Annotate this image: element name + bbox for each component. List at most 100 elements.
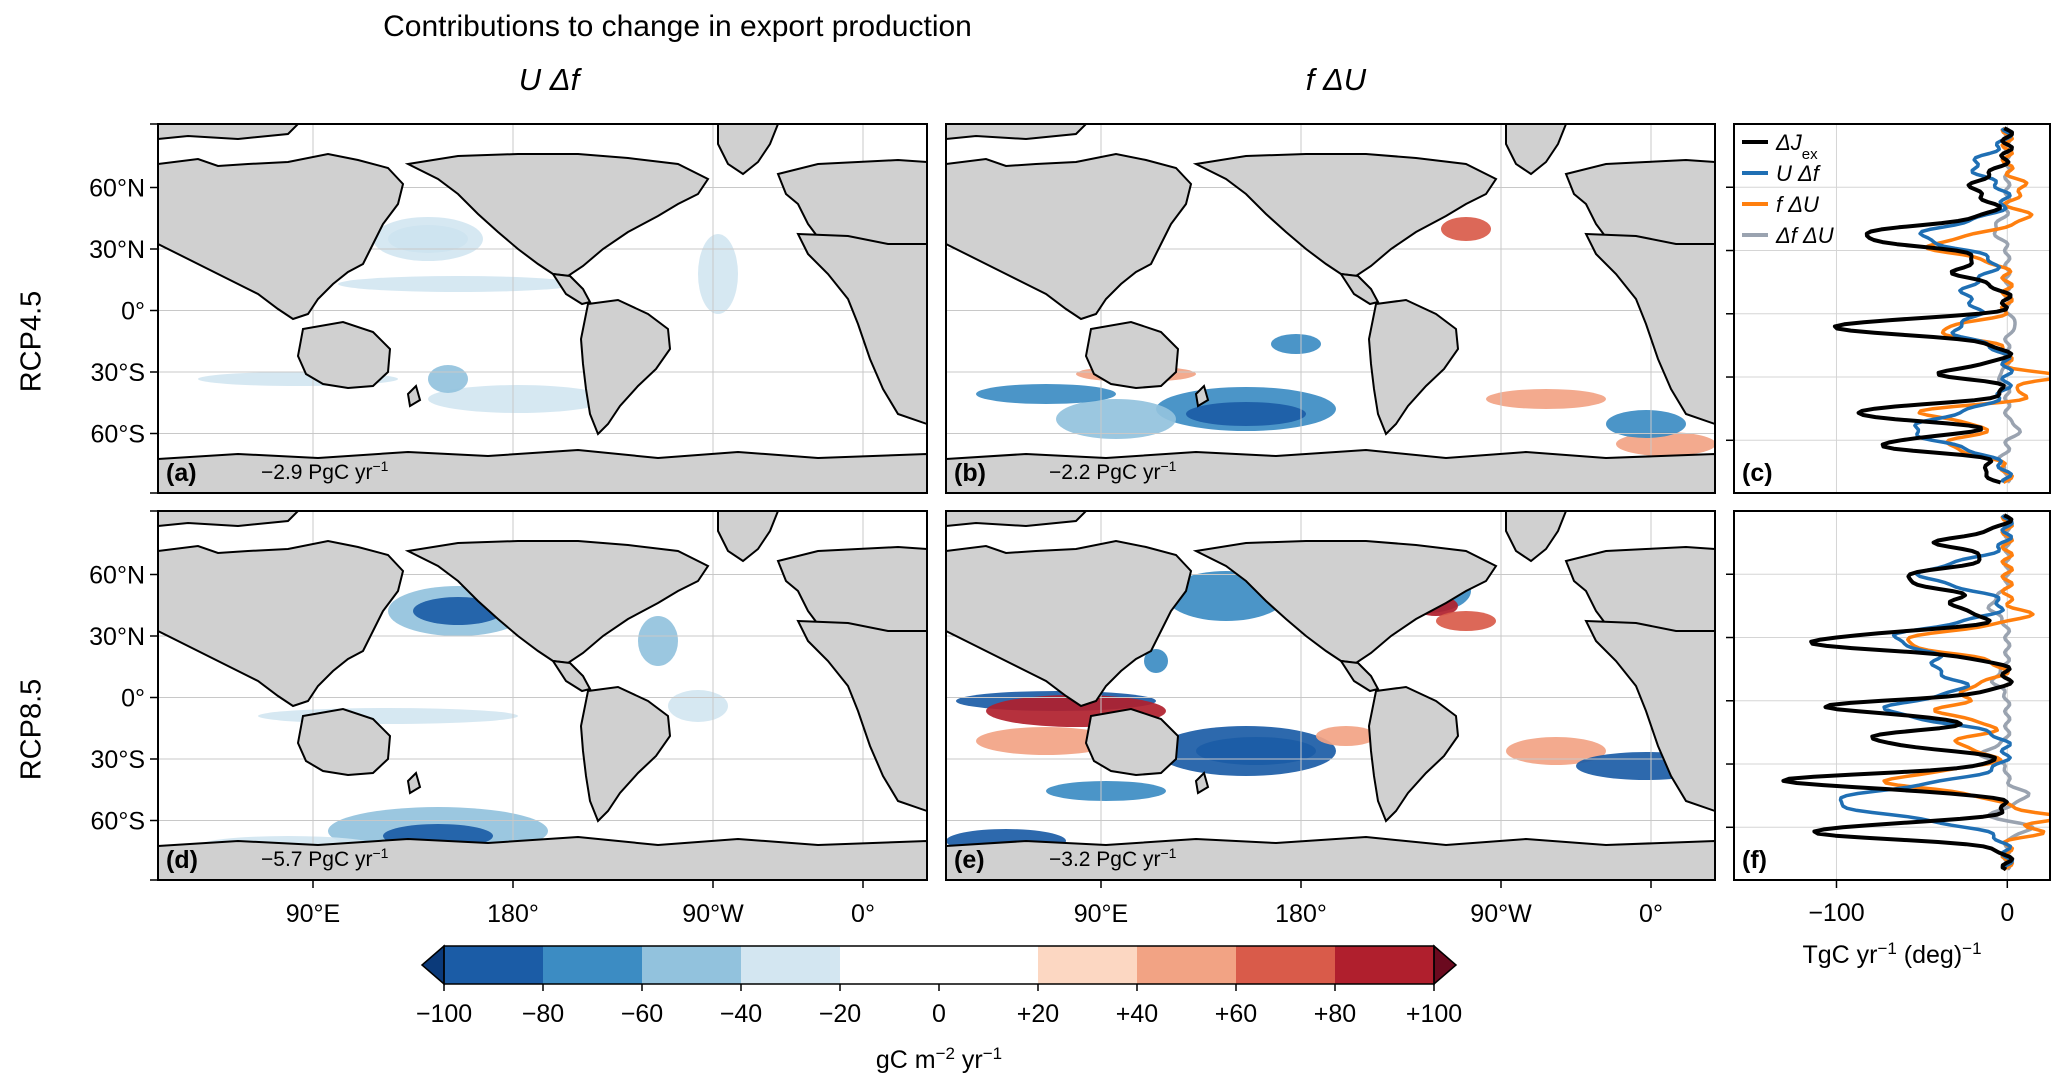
panel-label: (d) xyxy=(166,846,198,874)
lat-tick-label: 30°N xyxy=(89,623,145,651)
colorbar-over-arrow xyxy=(1433,944,1458,986)
lat-tick-label: 30°S xyxy=(91,359,145,387)
map-panel-a: (a) −2.9 PgC yr−1 xyxy=(157,123,928,494)
lat-tick-label: 60°N xyxy=(89,175,145,203)
lon-tick-label: 90°E xyxy=(1074,900,1128,928)
panel-label: (b) xyxy=(954,459,986,487)
colorbar-segment xyxy=(1038,946,1138,984)
colorbar-segment xyxy=(741,946,841,984)
colorbar-under-arrow xyxy=(420,944,445,986)
contour-patch xyxy=(1056,399,1176,439)
contour-patch xyxy=(428,365,468,393)
profile-x-axis-label: TgC yr−1 (deg)−1 xyxy=(1802,939,1981,970)
contour-patch xyxy=(1436,611,1496,631)
colorbar-segment xyxy=(939,946,1039,984)
contour-patch xyxy=(1046,781,1166,801)
series-f-delta-u xyxy=(1882,513,2050,872)
profile-lines xyxy=(1832,126,2050,485)
contour-patch xyxy=(1441,217,1491,241)
profile-background xyxy=(1734,124,2050,493)
map-panel-e: (e) −3.2 PgC yr−1 xyxy=(945,510,1716,881)
profile-frame xyxy=(1733,123,2051,494)
colorbar-tick-label: +40 xyxy=(1116,1000,1158,1028)
panel-label: (c) xyxy=(1742,459,1773,487)
panel-total: −5.7 PgC yr−1 xyxy=(261,845,389,871)
contour-patch xyxy=(976,384,1116,404)
colorbar-segment xyxy=(642,946,742,984)
contour-patch xyxy=(1144,649,1168,673)
contour-patch xyxy=(1271,334,1321,354)
lon-tick-label: 180° xyxy=(487,900,539,928)
series-delta-jex xyxy=(1781,513,2015,872)
colorbar-tick-label: +100 xyxy=(1406,1000,1462,1028)
panel-total: −2.9 PgC yr−1 xyxy=(261,458,389,484)
panel-label: (e) xyxy=(954,846,985,874)
series-u-delta-f xyxy=(1913,127,2014,483)
map-frame xyxy=(157,123,928,494)
colorbar-tick-label: +20 xyxy=(1017,1000,1059,1028)
contour-patch xyxy=(1186,402,1306,426)
colorbar-segment xyxy=(1137,946,1237,984)
map-frame xyxy=(157,510,928,881)
contour-patch xyxy=(258,708,518,724)
lat-tick-label: 60°S xyxy=(91,808,145,836)
profile-panel-f: (f) −100 0 xyxy=(1726,510,2051,927)
lon-tick-label: 90°W xyxy=(682,900,744,928)
contour-patch xyxy=(1616,432,1715,456)
lat-tick-label: 0° xyxy=(121,298,145,326)
map-frame xyxy=(945,123,1716,494)
figure-title: Contributions to change in export produc… xyxy=(383,10,972,43)
colorbar-tick-label: −100 xyxy=(416,1000,472,1028)
contour-patch xyxy=(668,690,728,722)
contour-patch xyxy=(1506,737,1606,765)
colorbar-tick-label: −20 xyxy=(819,1000,861,1028)
colorbar-segment xyxy=(840,946,940,984)
lat-tick-label: 30°N xyxy=(89,236,145,264)
profile-x-tick-label: −100 xyxy=(1808,899,1864,927)
profile-x-tick-label: 0 xyxy=(2000,899,2014,927)
colorbar-tick-label: −60 xyxy=(621,1000,663,1028)
colorbar: −100 −80 −60 −40 −20 0 +20 +40 +60 +80 +100 xyxy=(416,944,1462,1028)
legend-label: ΔJex xyxy=(1775,130,1818,163)
lon-tick-label: 90°W xyxy=(1470,900,1532,928)
contour-patch xyxy=(338,276,578,292)
legend-label: Δf ΔU xyxy=(1775,223,1834,248)
colorbar-tick-label: 0 xyxy=(932,1000,946,1028)
series-delta-jex xyxy=(1832,126,2014,485)
column-title-u-delta-f: U Δf xyxy=(518,62,580,97)
series-delta-f-delta-u xyxy=(1992,126,2022,484)
contour-patch xyxy=(373,217,483,261)
legend-label: f ΔU xyxy=(1776,192,1819,217)
colorbar-tick-label: +80 xyxy=(1314,1000,1356,1028)
lon-tick-label: 0° xyxy=(851,900,875,928)
lon-tick-label: 90°E xyxy=(286,900,340,928)
colorbar-segment xyxy=(1236,946,1336,984)
contour-patch xyxy=(1316,726,1376,746)
panel-total: −3.2 PgC yr−1 xyxy=(1049,845,1177,871)
contour-patch xyxy=(1486,389,1606,409)
map-panel-d: (d) −5.7 PgC yr−1 xyxy=(157,510,928,881)
colorbar-tick-label: −80 xyxy=(522,1000,564,1028)
contour-patch xyxy=(428,385,608,413)
series-u-delta-f xyxy=(1838,514,2015,870)
panel-label: (f) xyxy=(1742,846,1767,874)
colorbar-label: gC m−2 yr−1 xyxy=(876,1044,1002,1075)
profile-lines xyxy=(1781,513,2050,872)
colorbar-tick-label: +60 xyxy=(1215,1000,1257,1028)
contour-patch xyxy=(638,616,678,666)
contour-patch xyxy=(1606,410,1686,438)
panel-total: −2.2 PgC yr−1 xyxy=(1049,458,1177,484)
contour-patch xyxy=(698,234,738,314)
lon-tick-label: 0° xyxy=(1639,900,1663,928)
lat-tick-label: 60°S xyxy=(91,421,145,449)
panel-label: (a) xyxy=(166,459,197,487)
profile-frame xyxy=(1733,510,2051,881)
contour-patch xyxy=(976,727,1116,755)
lat-tick-label: 60°N xyxy=(89,562,145,590)
colorbar-segment xyxy=(444,946,544,984)
column-title-f-delta-u: f ΔU xyxy=(1305,62,1367,97)
lat-tick-label: 0° xyxy=(121,685,145,713)
